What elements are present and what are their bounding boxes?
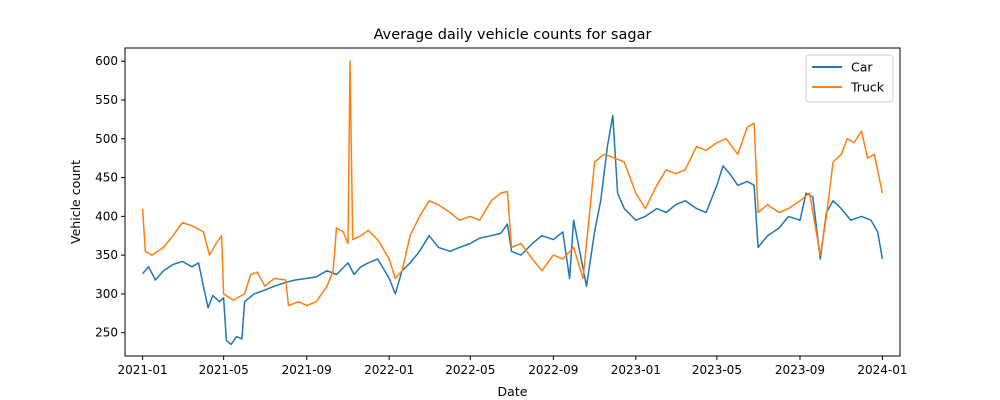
x-tick-label: 2022-09 bbox=[528, 363, 578, 377]
y-axis: 250 300 350 400 450 500 550 600 bbox=[95, 54, 125, 340]
x-tick-label: 2021-05 bbox=[199, 363, 249, 377]
legend-box bbox=[805, 54, 894, 103]
x-tick-label: 2023-05 bbox=[692, 363, 742, 377]
y-tick-label: 300 bbox=[95, 287, 118, 301]
y-axis-label: Vehicle count bbox=[68, 160, 83, 244]
y-tick-label: 450 bbox=[95, 171, 118, 185]
series-line-truck bbox=[141, 60, 884, 307]
y-tick-label: 350 bbox=[95, 248, 118, 262]
x-axis-label: Date bbox=[498, 384, 528, 399]
x-tick-label: 2024-01 bbox=[857, 363, 907, 377]
x-tick-label: 2022-01 bbox=[364, 363, 414, 377]
series-line-car bbox=[142, 114, 884, 346]
x-tick-label: 2021-01 bbox=[117, 363, 167, 377]
legend-label-truck: Truck bbox=[850, 80, 885, 95]
y-tick-label: 550 bbox=[95, 93, 118, 107]
plot-frame bbox=[124, 47, 901, 357]
x-tick-label: 2023-01 bbox=[611, 363, 661, 377]
legend: Car Truck bbox=[805, 54, 894, 103]
x-tick-label: 2021-09 bbox=[282, 363, 332, 377]
y-tick-label: 400 bbox=[95, 209, 118, 223]
y-tick-label: 250 bbox=[95, 326, 118, 340]
y-tick-label: 500 bbox=[95, 132, 118, 146]
x-tick-label: 2022-05 bbox=[445, 363, 495, 377]
series-layer bbox=[141, 60, 884, 346]
x-tick-label: 2023-09 bbox=[775, 363, 825, 377]
x-axis: 2021-01 2021-05 2021-09 2022-01 2022-05 2022-… bbox=[117, 356, 908, 377]
y-tick-label: 600 bbox=[95, 54, 118, 68]
legend-label-car: Car bbox=[851, 60, 873, 75]
chart-title: Average daily vehicle counts for sagar bbox=[374, 27, 652, 43]
